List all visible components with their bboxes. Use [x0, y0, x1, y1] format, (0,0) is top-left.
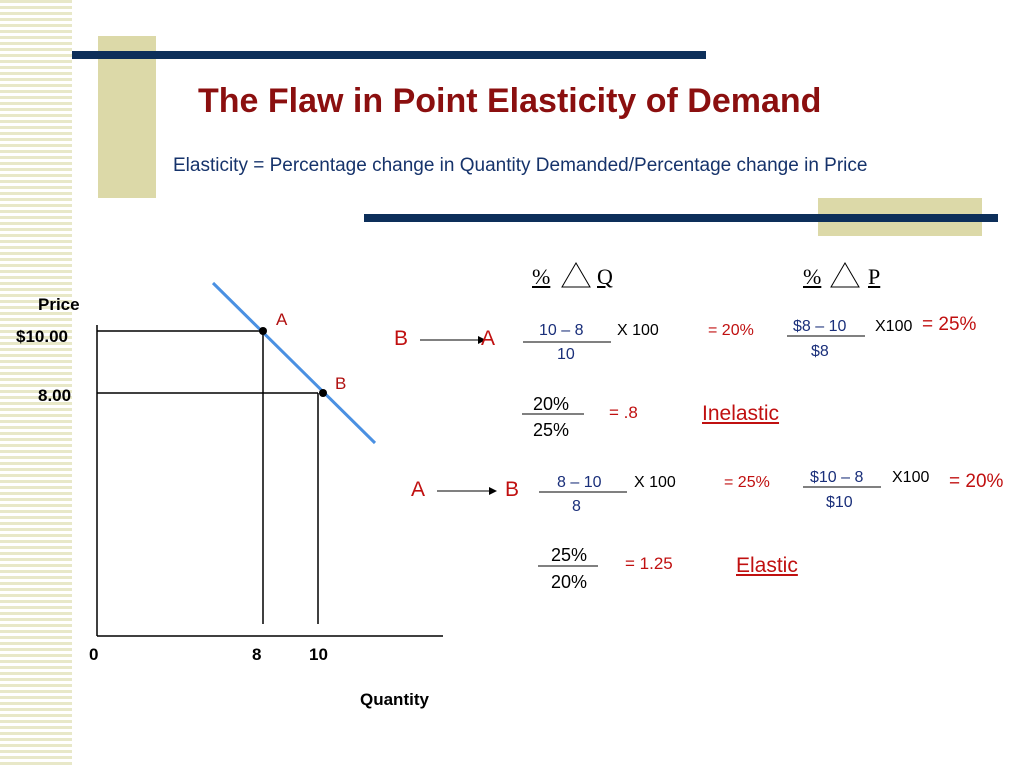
row2-q-numerator: 8 – 10 — [557, 474, 602, 491]
row2-p-numerator: $10 – 8 — [810, 469, 864, 486]
row1-ratio-result: = .8 — [609, 403, 638, 422]
decorative-top-bar — [72, 51, 706, 59]
delta-q-icon — [561, 262, 591, 288]
decorative-stripes — [0, 0, 72, 768]
row2-p-multiplier: X100 — [892, 469, 930, 486]
decorative-bottom-bar — [364, 214, 998, 222]
y-axis-label: Price — [38, 295, 80, 314]
row1-q-numerator: 10 – 8 — [539, 322, 584, 339]
x-tick-0: 0 — [89, 645, 99, 664]
row1-q-multiplier: X 100 — [617, 322, 659, 339]
row1-ratio-numerator: 20% — [533, 394, 570, 414]
point-a-label: A — [276, 310, 288, 329]
row1-p-result: = 25% — [922, 314, 977, 335]
row2-ratio-numerator: 25% — [551, 545, 588, 565]
row2-to: B — [505, 478, 520, 501]
row2-verdict: Elastic — [736, 554, 798, 577]
row2-ratio-denominator: 20% — [551, 572, 588, 592]
demand-curve — [211, 281, 377, 445]
x-tick-8: 8 — [252, 645, 262, 664]
y-tick-8: 8.00 — [38, 386, 72, 405]
row1-q-denominator: 10 — [557, 346, 575, 363]
row2-q-result: = 25% — [724, 474, 770, 491]
slide-title: The Flaw in Point Elasticity of Demand — [198, 82, 822, 120]
row1-from: B — [394, 327, 409, 350]
header-p: P — [868, 264, 881, 289]
decorative-tan-block-top — [98, 36, 156, 198]
row1-to: A — [481, 327, 496, 350]
row2-from: A — [411, 478, 426, 501]
slide-subtitle: Elasticity = Percentage change in Quanti… — [173, 155, 868, 176]
row1-p-multiplier: X100 — [875, 318, 913, 335]
row2-p-denominator: $10 — [826, 494, 853, 511]
point-b-label: B — [335, 374, 347, 393]
x-axis-label: Quantity — [360, 690, 429, 709]
row2-q-denominator: 8 — [572, 498, 581, 515]
row1-ratio-denominator: 25% — [533, 420, 570, 440]
x-tick-10: 10 — [309, 645, 328, 664]
row2-ratio-result: = 1.25 — [625, 554, 673, 573]
row1-verdict: Inelastic — [702, 402, 780, 425]
row2-arrowhead — [489, 487, 497, 495]
row1-arrowhead — [478, 336, 486, 344]
row1-q-result: = 20% — [708, 322, 754, 339]
row2-p-result: = 20% — [949, 471, 1004, 492]
header-pct-symbol-p: % — [803, 264, 822, 289]
header-q: Q — [597, 264, 613, 289]
header-pct-symbol-q: % — [532, 264, 551, 289]
row1-p-denominator: $8 — [811, 343, 829, 360]
row2-q-multiplier: X 100 — [634, 474, 676, 491]
y-tick-10: $10.00 — [16, 327, 68, 346]
row1-p-numerator: $8 – 10 — [793, 318, 847, 335]
point-b-marker — [319, 389, 327, 397]
delta-p-icon — [830, 262, 860, 288]
point-a-marker — [259, 327, 267, 335]
